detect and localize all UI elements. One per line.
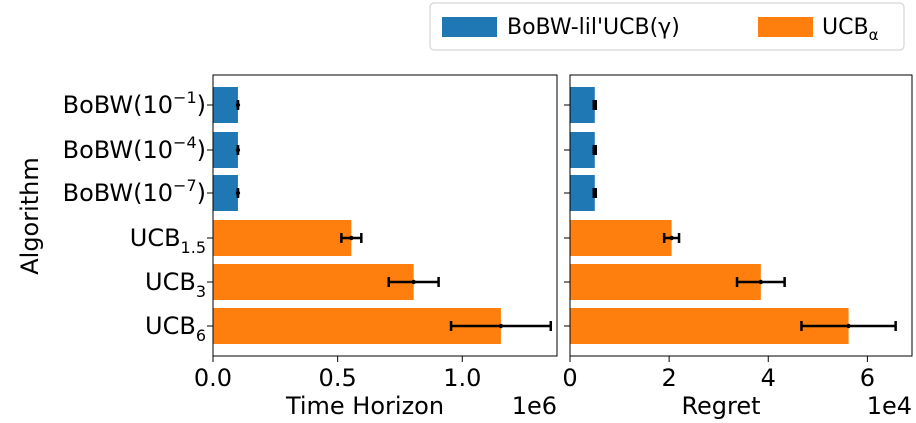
panel-2-x-tick-label-4: 6 (860, 364, 875, 392)
category-label-subscript: 6 (196, 326, 206, 345)
panel-1-x-tick-label-2: 0.5 (319, 364, 357, 392)
panel-1-bar-2 (213, 132, 238, 168)
panel-1-errorbar-marker-2 (235, 147, 241, 153)
category-label-base: UCB (145, 268, 196, 296)
panel-2-x-tick-label-1: 0 (562, 364, 577, 392)
panel-2-x-axis-title: Regret (681, 392, 760, 420)
y-axis-title: Algorithm (16, 157, 44, 275)
panel-1-errorbar-marker-3 (235, 190, 241, 196)
category-label-base: UCB (145, 312, 196, 340)
panel-1-bar-5 (213, 264, 414, 300)
legend-label-1: BoBW-lil'UCB(γ) (507, 15, 680, 40)
panel-2-bar-5 (570, 264, 761, 300)
panel-1-x-tick-label-3: 1.0 (443, 364, 481, 392)
category-label-2: BoBW(10−4) (63, 133, 206, 164)
panel-1-errorbar-marker-1 (235, 102, 241, 108)
category-label-1: BoBW(10−1) (63, 88, 206, 119)
legend-swatch-1 (442, 17, 497, 37)
category-label-3: BoBW(10−7) (63, 176, 206, 207)
legend-frame (429, 2, 905, 51)
panel-1-bar-1 (213, 87, 238, 123)
panel-2-offset-text: 1e4 (867, 392, 912, 420)
category-label-superscript: −4 (173, 133, 197, 152)
legend-swatch-2 (758, 17, 813, 37)
category-label-subscript: 1.5 (181, 238, 206, 257)
category-label-subscript: 3 (196, 282, 206, 301)
panel-1-x-axis-title: Time Horizon (285, 392, 444, 420)
category-label-superscript: −7 (173, 176, 197, 195)
category-label-tail: ) (197, 136, 206, 164)
legend-label-subscript: α (869, 26, 879, 44)
category-label-base: UCB (130, 224, 181, 252)
panel-2-errorbar-marker-4 (669, 235, 674, 241)
panel-1-errorbar-marker-6 (498, 323, 504, 329)
panel-2-bar-1 (570, 87, 595, 123)
panel-2-errorbar-marker-1 (592, 102, 597, 108)
panel-1-frame (212, 74, 558, 357)
panel-2-bar-3 (570, 175, 595, 211)
category-label-base: BoBW(10 (63, 136, 173, 164)
category-label-4: UCB1.5 (130, 224, 206, 257)
category-label-base: BoBW(10 (63, 91, 173, 119)
panel-2-frame (569, 74, 913, 357)
panel-2-x-tick-label-3: 4 (761, 364, 776, 392)
panel-1-x-tick-label-1: 0.0 (194, 364, 232, 392)
category-label-tail: ) (197, 91, 206, 119)
panel-2-errorbar-marker-3 (592, 190, 597, 196)
category-label-5: UCB3 (145, 268, 206, 301)
panel-2-bar-2 (570, 132, 595, 168)
panel-1-errorbar-marker-4 (349, 235, 354, 241)
category-label-6: UCB6 (145, 312, 206, 345)
panel-1-bar-4 (213, 220, 352, 256)
panel-1-offset-text: 1e6 (512, 392, 557, 420)
panel-2-errorbar-marker-2 (592, 147, 597, 153)
legend-label-2: UCBα (822, 15, 879, 44)
legend-label-text: UCB (822, 15, 869, 40)
legend-label-text: BoBW-lil'UCB(γ) (507, 15, 680, 40)
panel-2-errorbar-marker-6 (846, 323, 851, 329)
panel-2-bar-4 (570, 220, 672, 256)
category-label-superscript: −1 (173, 88, 197, 107)
category-label-tail: ) (197, 179, 206, 207)
category-label-base: BoBW(10 (63, 179, 173, 207)
panel-2-errorbar-marker-5 (758, 279, 764, 285)
panel-1-bar-3 (213, 175, 238, 211)
panel-1-errorbar-marker-5 (411, 279, 416, 285)
panel-2-x-tick-label-2: 2 (661, 364, 676, 392)
